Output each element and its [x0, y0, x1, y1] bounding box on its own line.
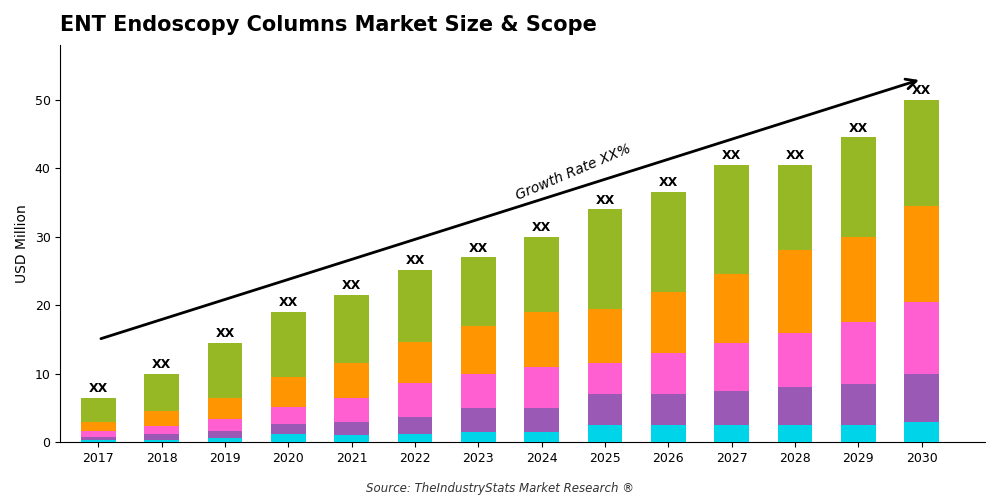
Text: XX: XX: [912, 84, 931, 97]
Bar: [904, 100, 939, 206]
Bar: [714, 165, 749, 274]
Bar: [651, 292, 686, 353]
Bar: [144, 374, 179, 412]
Bar: [144, 434, 179, 440]
Bar: [588, 210, 622, 308]
Bar: [778, 332, 812, 388]
Bar: [334, 295, 369, 364]
Bar: [904, 206, 939, 302]
Text: Growth Rate XX%: Growth Rate XX%: [514, 142, 633, 203]
Bar: [334, 422, 369, 436]
Text: XX: XX: [469, 242, 488, 254]
Bar: [461, 408, 496, 432]
Bar: [651, 394, 686, 425]
Bar: [714, 343, 749, 391]
Bar: [81, 437, 116, 440]
Bar: [714, 391, 749, 425]
Bar: [524, 312, 559, 367]
Bar: [461, 374, 496, 408]
Bar: [81, 432, 116, 437]
Bar: [651, 192, 686, 292]
Bar: [778, 250, 812, 332]
Bar: [841, 384, 876, 425]
Bar: [271, 434, 306, 442]
Bar: [524, 367, 559, 408]
Bar: [524, 236, 559, 312]
Bar: [334, 436, 369, 442]
Bar: [461, 326, 496, 374]
Bar: [524, 408, 559, 432]
Bar: [271, 424, 306, 434]
Bar: [398, 417, 432, 434]
Bar: [841, 322, 876, 384]
Bar: [904, 422, 939, 442]
Bar: [398, 342, 432, 382]
Bar: [714, 425, 749, 442]
Bar: [208, 419, 242, 432]
Bar: [144, 440, 179, 442]
Bar: [841, 425, 876, 442]
Bar: [904, 302, 939, 374]
Bar: [208, 432, 242, 438]
Bar: [778, 425, 812, 442]
Bar: [81, 440, 116, 442]
Text: ENT Endoscopy Columns Market Size & Scope: ENT Endoscopy Columns Market Size & Scop…: [60, 15, 597, 35]
Bar: [398, 382, 432, 417]
Bar: [398, 434, 432, 442]
Bar: [714, 274, 749, 343]
Text: XX: XX: [279, 296, 298, 310]
Text: XX: XX: [595, 194, 615, 206]
Text: XX: XX: [785, 149, 805, 162]
Text: XX: XX: [659, 176, 678, 190]
Bar: [588, 394, 622, 425]
Bar: [778, 388, 812, 425]
Bar: [334, 364, 369, 398]
Bar: [208, 398, 242, 419]
Bar: [904, 374, 939, 422]
Bar: [208, 438, 242, 442]
Bar: [271, 377, 306, 406]
Bar: [398, 270, 432, 342]
Text: XX: XX: [215, 327, 235, 340]
Bar: [778, 165, 812, 250]
Bar: [588, 425, 622, 442]
Bar: [588, 364, 622, 394]
Text: XX: XX: [152, 358, 171, 371]
Bar: [144, 426, 179, 434]
Bar: [588, 308, 622, 364]
Bar: [271, 312, 306, 377]
Text: XX: XX: [532, 221, 551, 234]
Bar: [651, 425, 686, 442]
Y-axis label: USD Million: USD Million: [15, 204, 29, 283]
Bar: [524, 432, 559, 442]
Bar: [81, 422, 116, 432]
Bar: [334, 398, 369, 421]
Text: Source: TheIndustryStats Market Research ®: Source: TheIndustryStats Market Research…: [366, 482, 634, 495]
Bar: [271, 406, 306, 424]
Text: XX: XX: [849, 122, 868, 134]
Text: XX: XX: [89, 382, 108, 395]
Bar: [651, 353, 686, 395]
Text: XX: XX: [405, 254, 425, 267]
Bar: [144, 412, 179, 426]
Text: XX: XX: [722, 149, 741, 162]
Bar: [841, 236, 876, 322]
Text: XX: XX: [342, 279, 361, 292]
Bar: [841, 138, 876, 236]
Bar: [461, 432, 496, 442]
Bar: [208, 343, 242, 398]
Bar: [461, 258, 496, 326]
Bar: [81, 398, 116, 421]
